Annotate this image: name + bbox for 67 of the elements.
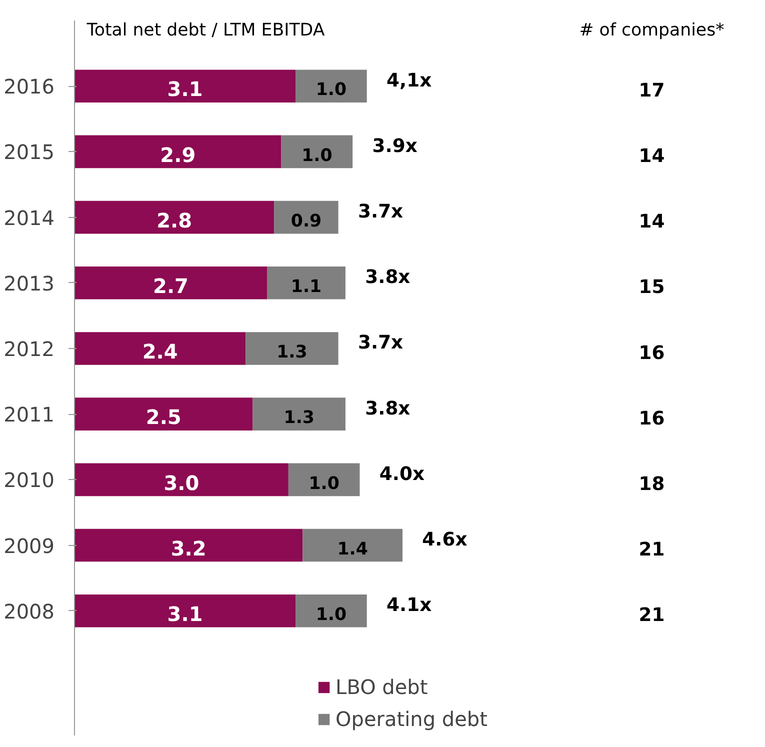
bar [296,70,367,102]
y-tick-label: 2012 [4,336,55,361]
data-label: 3.1 [167,602,203,626]
bar [74,200,274,234]
data-label: 0.9 [290,211,322,232]
bar [267,266,346,300]
legend-label: LBO debt [336,675,428,699]
bar [281,135,353,168]
bar [74,332,246,365]
data-label: 1.3 [284,408,314,428]
data-label: 1.4 [337,539,368,560]
data-label: 2.7 [153,274,188,298]
bar [74,594,296,628]
data-label: 3.1 [167,77,203,102]
total-label: 3.8x [365,267,410,288]
bar [274,200,338,234]
data-label: 1.0 [316,80,347,100]
text: 21 [638,540,665,561]
data-label: 3.2 [170,536,206,560]
y-tick-label: 2016 [4,74,55,99]
total-label: 4.1x [386,595,432,616]
data-label: 1.1 [290,277,322,298]
bar [296,594,367,628]
total-label: 3.7x [358,202,404,223]
legend-label: Operating debt [336,707,488,731]
text: 18 [638,474,665,495]
data-label: 2.5 [146,405,182,430]
text: 15 [638,277,665,298]
total-label: 4.0x [379,464,424,485]
bar [252,398,346,430]
bar [74,70,296,102]
data-label: 2.8 [156,208,192,232]
text: 16 [638,342,665,364]
y-tick-label: 2011 [4,402,55,427]
chart-title: Total net debt / LTM EBITDA [86,20,325,40]
bar [74,528,303,562]
data-label: 1.0 [316,604,347,625]
bar [302,528,402,562]
data-label: 2.4 [142,340,178,364]
y-tick-label: 2014 [4,206,55,230]
text: 21 [638,605,665,626]
bar [246,332,338,365]
data-label: 1.0 [302,146,332,166]
total-label: 3.8x [365,398,410,420]
total-label: 4,1x [386,70,432,92]
data-label: 1.3 [276,342,308,363]
data-label: 2.9 [160,142,196,167]
total-label: 3.7x [358,332,404,354]
data-label: 3.0 [164,470,200,495]
total-label: 4.6x [422,530,468,551]
y-tick-label: 2008 [4,599,55,624]
y-tick-label: 2010 [4,468,55,492]
text: 14 [638,146,665,167]
text: 16 [638,408,665,430]
bar [74,266,268,300]
y-tick-label: 2015 [4,140,55,164]
text: 17 [638,80,665,102]
text: # of companies* [579,20,725,40]
y-tick-label: 2009 [4,534,55,558]
bar [74,135,282,168]
y-tick-label: 2013 [4,271,55,296]
bar [288,463,360,496]
total-label: 3.9x [372,136,418,157]
text: 14 [638,212,665,233]
data-label: 1.0 [308,474,340,494]
bar [74,398,253,430]
bar [74,463,288,496]
